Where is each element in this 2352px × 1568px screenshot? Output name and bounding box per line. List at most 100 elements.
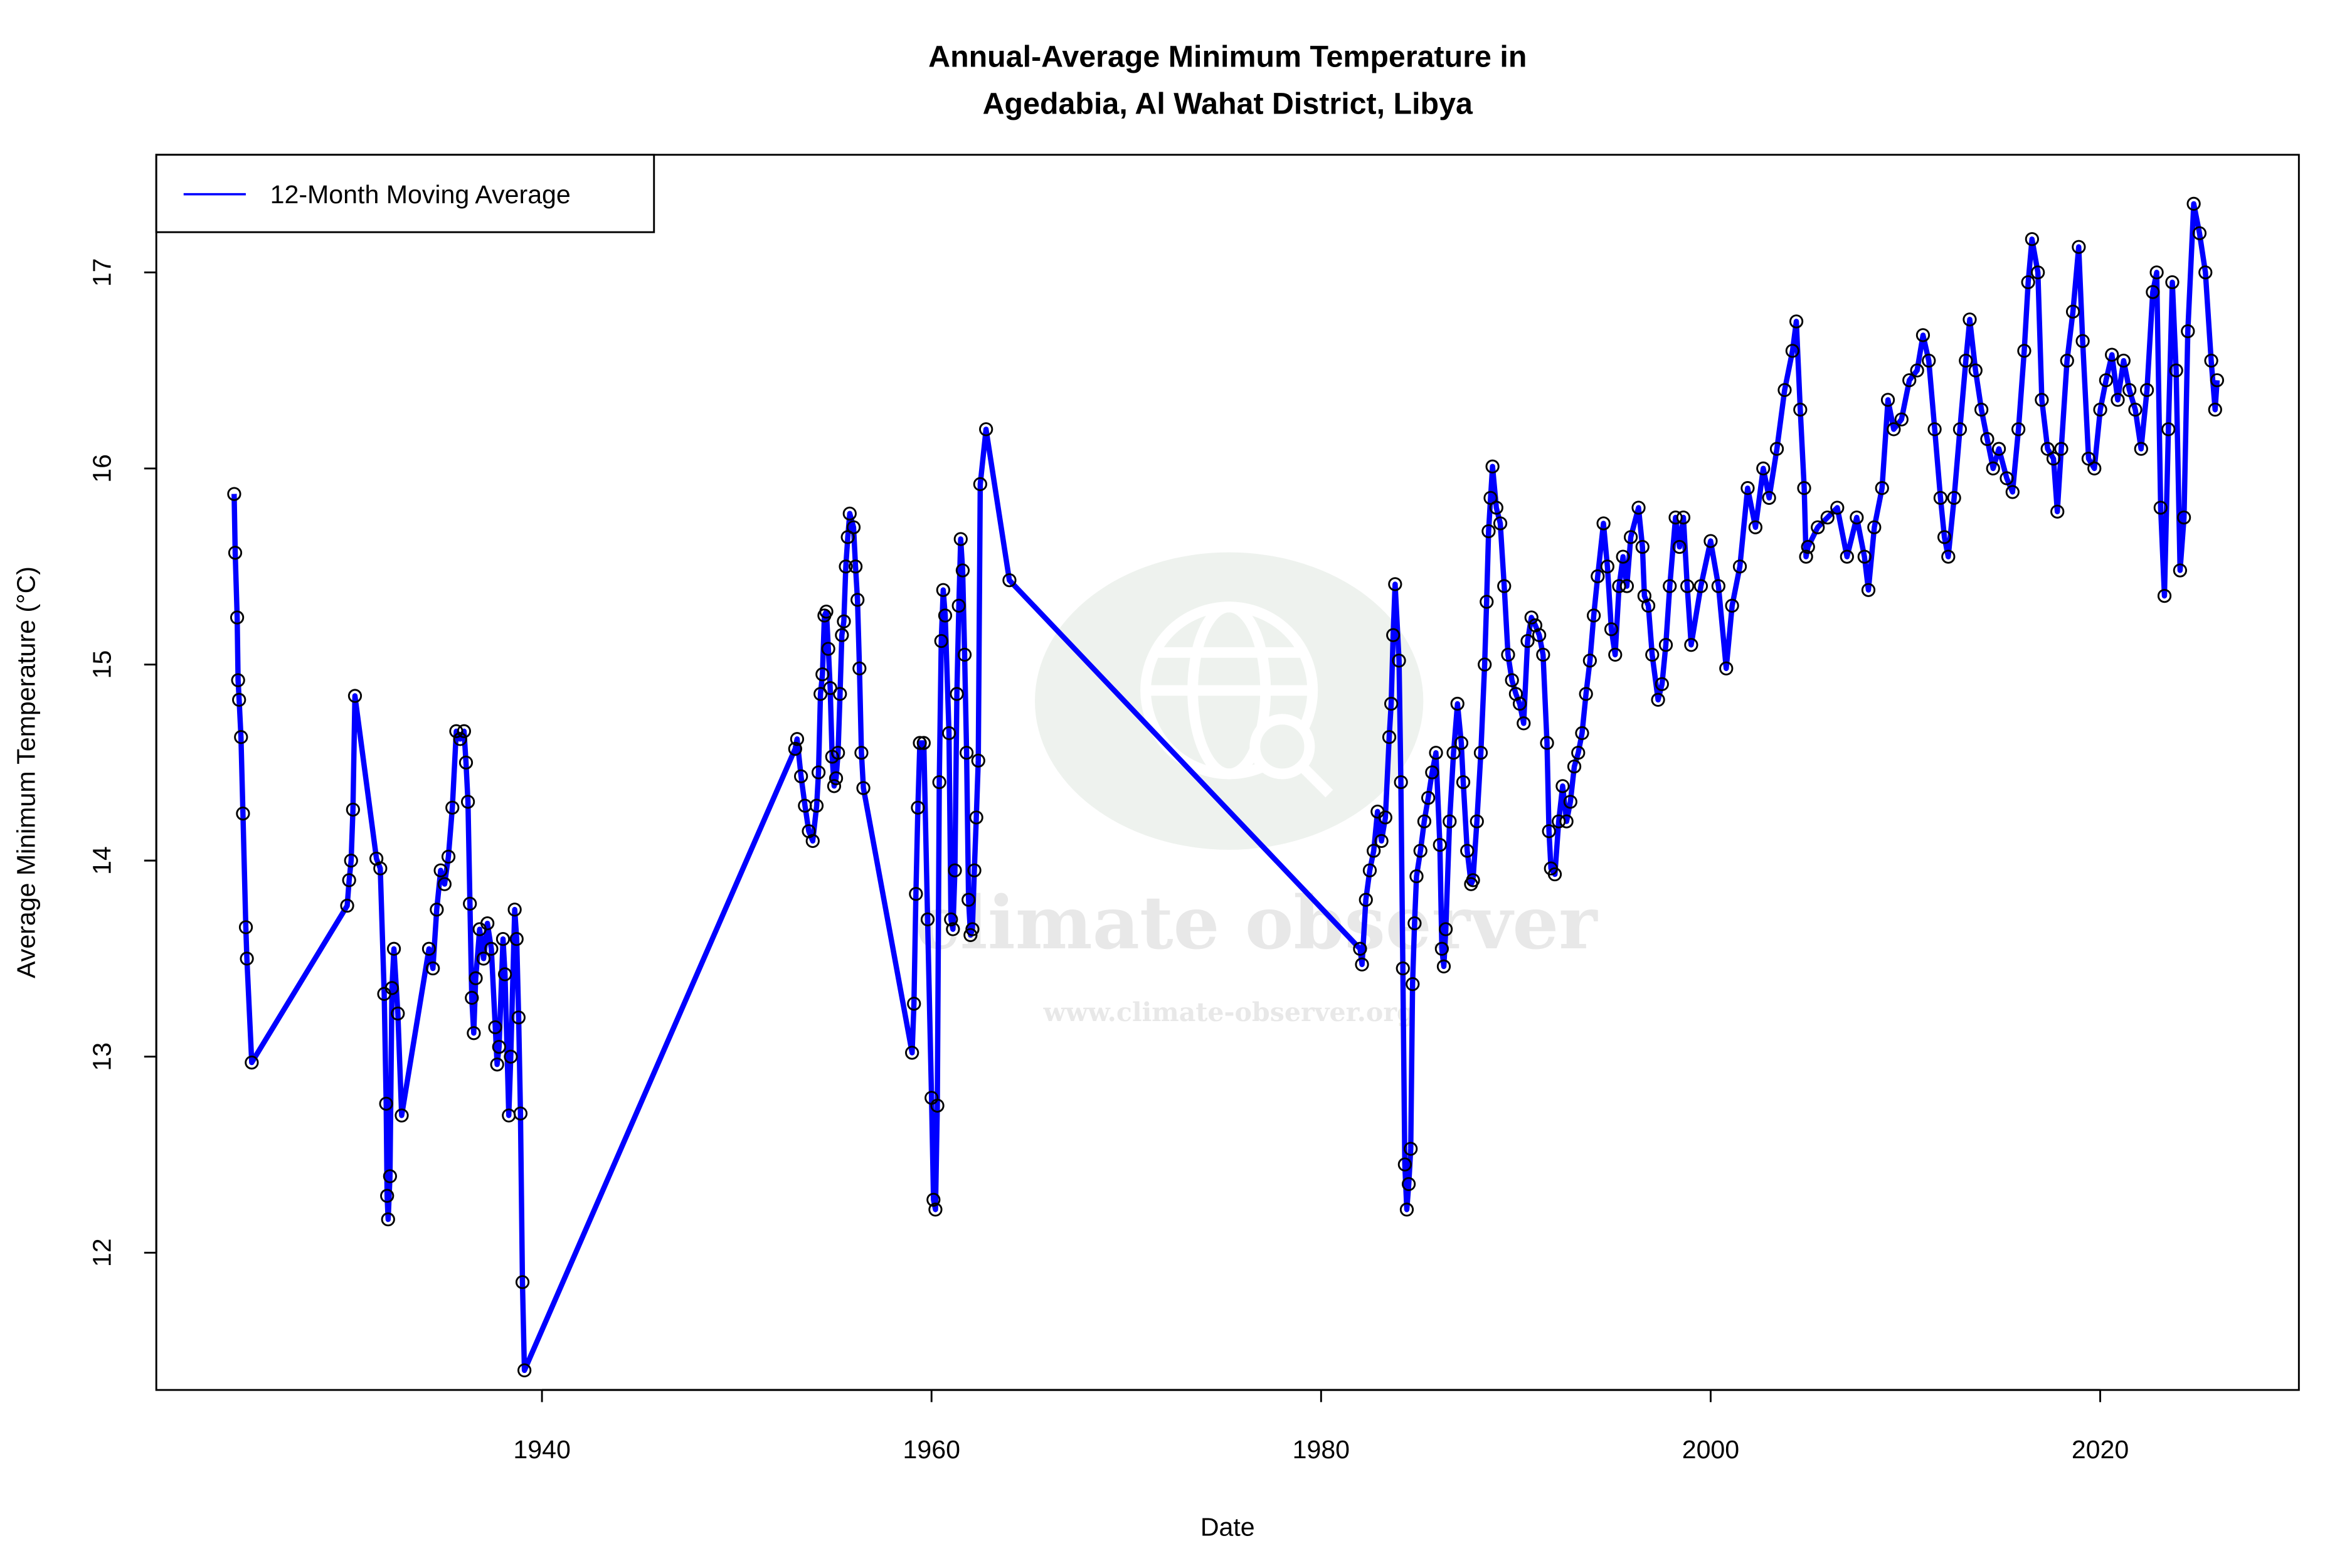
data-point bbox=[1542, 824, 1556, 839]
data-point bbox=[509, 932, 524, 946]
data-point bbox=[2099, 373, 2114, 388]
data-point bbox=[967, 863, 982, 877]
data-point bbox=[926, 1192, 941, 1207]
data-point bbox=[831, 746, 845, 760]
data-point bbox=[2000, 471, 2014, 485]
data-point bbox=[1401, 1177, 1416, 1192]
data-point bbox=[928, 1202, 943, 1217]
data-point bbox=[1641, 598, 1656, 613]
data-point bbox=[1880, 393, 1895, 407]
data-point bbox=[1540, 736, 1554, 750]
data-point bbox=[1406, 977, 1420, 992]
data-point bbox=[1902, 373, 1917, 388]
data-point bbox=[504, 1049, 518, 1064]
data-point bbox=[1799, 549, 1813, 564]
data-point bbox=[2093, 403, 2107, 417]
data-point bbox=[379, 1096, 393, 1111]
data-point bbox=[1986, 461, 2000, 476]
data-point bbox=[2134, 442, 2148, 456]
data-point bbox=[2210, 373, 2225, 388]
data-point bbox=[2157, 588, 2172, 603]
data-point bbox=[245, 1055, 259, 1070]
data-point bbox=[1608, 647, 1623, 662]
data-point bbox=[1438, 922, 1453, 936]
data-point bbox=[2173, 563, 2188, 578]
data-point bbox=[342, 873, 356, 887]
data-point bbox=[805, 834, 820, 848]
data-point bbox=[373, 861, 388, 876]
data-point bbox=[445, 800, 460, 815]
data-point bbox=[2075, 334, 2090, 348]
data-point bbox=[433, 863, 448, 877]
data-point bbox=[1785, 344, 1800, 358]
data-point bbox=[492, 1039, 506, 1054]
data-point bbox=[1887, 422, 1901, 437]
data-point bbox=[1450, 696, 1465, 711]
data-point bbox=[837, 614, 851, 628]
data-point bbox=[507, 903, 522, 917]
data-point bbox=[848, 559, 863, 574]
data-point bbox=[1658, 638, 1673, 652]
data-point bbox=[950, 687, 964, 701]
data-point bbox=[2192, 226, 2207, 240]
data-point bbox=[938, 608, 953, 623]
data-point bbox=[1425, 765, 1439, 780]
series-group bbox=[227, 196, 2225, 1378]
x-axis-label: Date bbox=[1200, 1512, 1255, 1541]
data-point bbox=[1582, 654, 1597, 668]
data-point bbox=[1672, 539, 1687, 554]
data-point bbox=[1524, 610, 1539, 625]
data-point bbox=[1801, 539, 1815, 554]
data-point bbox=[1797, 481, 1811, 495]
data-point bbox=[1505, 673, 1519, 687]
data-point bbox=[1386, 628, 1401, 642]
y-tick-label: 12 bbox=[88, 1238, 117, 1267]
data-point bbox=[1586, 608, 1601, 623]
data-point bbox=[395, 1108, 409, 1123]
data-point bbox=[2161, 422, 2176, 437]
data-point bbox=[854, 746, 869, 760]
data-point bbox=[1384, 696, 1399, 711]
data-point bbox=[1711, 579, 1725, 593]
data-point bbox=[961, 893, 976, 907]
data-point bbox=[2198, 265, 2213, 280]
data-point bbox=[1413, 844, 1428, 858]
data-point bbox=[236, 806, 250, 821]
data-point bbox=[930, 1098, 945, 1113]
data-point bbox=[1894, 412, 1909, 426]
data-point bbox=[391, 1006, 405, 1021]
data-point bbox=[963, 928, 978, 943]
x-tick-label: 1960 bbox=[903, 1435, 960, 1464]
data-point bbox=[1600, 559, 1614, 574]
data-point bbox=[1591, 569, 1605, 583]
data-point bbox=[2176, 510, 2191, 525]
data-point bbox=[1421, 790, 1436, 805]
data-point bbox=[1793, 403, 1808, 417]
data-point bbox=[1676, 510, 1691, 525]
data-point bbox=[969, 810, 983, 825]
data-point bbox=[1517, 716, 1531, 731]
data-point bbox=[1861, 583, 1876, 597]
data-point bbox=[1867, 520, 1882, 534]
data-point bbox=[1748, 520, 1762, 534]
data-point bbox=[965, 922, 980, 936]
data-point bbox=[1394, 775, 1408, 790]
watermark: climate observer www.climate-observer.or… bbox=[916, 552, 1598, 1027]
data-point bbox=[2153, 501, 2168, 515]
data-point bbox=[1436, 959, 1451, 974]
data-point bbox=[1651, 692, 1665, 707]
data-point bbox=[842, 506, 857, 521]
watermark-url: www.climate-observer.org bbox=[1043, 997, 1415, 1027]
data-point bbox=[2169, 363, 2183, 378]
data-point bbox=[1947, 490, 1961, 505]
data-point bbox=[2065, 304, 2080, 319]
data-point bbox=[1840, 549, 1854, 564]
data-point bbox=[1397, 1157, 1412, 1172]
data-point bbox=[457, 724, 472, 738]
data-point bbox=[1571, 746, 1586, 760]
data-point bbox=[973, 477, 987, 492]
data-point bbox=[788, 741, 802, 756]
data-point bbox=[1443, 814, 1457, 829]
data-point bbox=[430, 903, 444, 917]
